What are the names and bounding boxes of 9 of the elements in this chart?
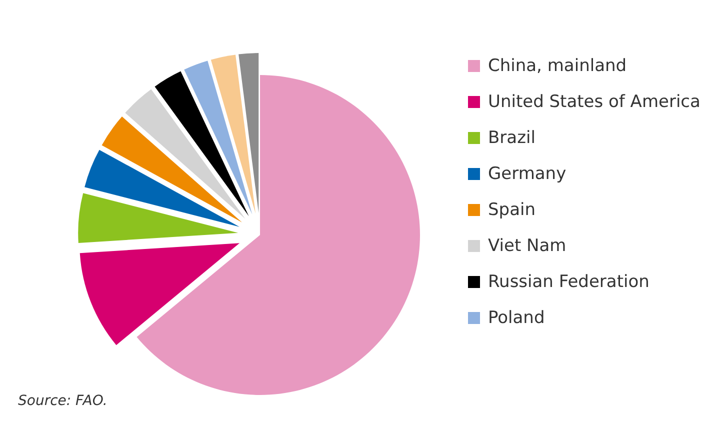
legend-label: Poland — [488, 308, 545, 328]
legend-label: Spain — [488, 200, 536, 220]
legend-label: Brazil — [488, 128, 536, 148]
legend-label: Viet Nam — [488, 236, 566, 256]
source-note: Source: FAO. — [18, 393, 108, 409]
legend-label: Germany — [488, 164, 566, 184]
legend-label: Russian Federation — [488, 272, 650, 292]
legend-label: United States of America — [488, 92, 700, 112]
legend-label: China, mainland — [488, 56, 627, 76]
